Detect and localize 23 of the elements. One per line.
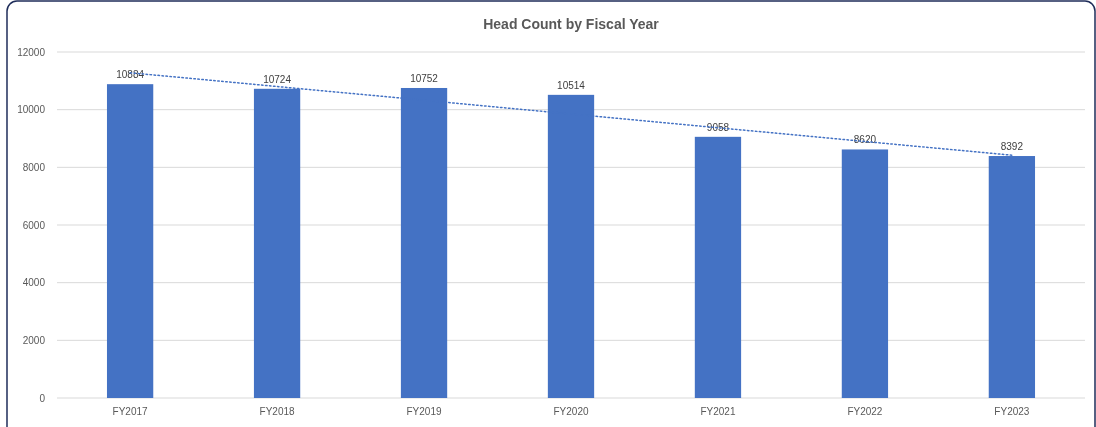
bar (106, 84, 154, 398)
data-label: 10884 (116, 69, 145, 81)
y-tick-label: 4000 (22, 277, 46, 289)
y-tick-label: 8000 (22, 161, 46, 173)
x-tick-label: FY2021 (700, 406, 736, 417)
y-tick-label: 0 (39, 392, 46, 404)
y-tick-label: 2000 (22, 334, 46, 346)
x-tick-label: FY2017 (112, 406, 149, 417)
bar (694, 136, 742, 398)
y-tick-label: 10000 (17, 104, 46, 116)
y-tick-label: 12000 (17, 46, 46, 58)
bar (841, 149, 889, 398)
x-tick-label: FY2020 (553, 406, 589, 417)
data-label: 8392 (1000, 141, 1024, 153)
x-tick-label: FY2018 (259, 406, 296, 417)
x-tick-label: FY2023 (994, 406, 1030, 417)
y-tick-label: 6000 (22, 219, 46, 231)
x-tick-label: FY2019 (406, 406, 442, 417)
x-tick-label: FY2022 (847, 406, 883, 417)
data-label: 10752 (410, 72, 439, 84)
data-label: 10724 (263, 73, 292, 85)
chart-title: Head Count by Fiscal Year (483, 16, 660, 32)
data-label: 10514 (557, 79, 586, 91)
